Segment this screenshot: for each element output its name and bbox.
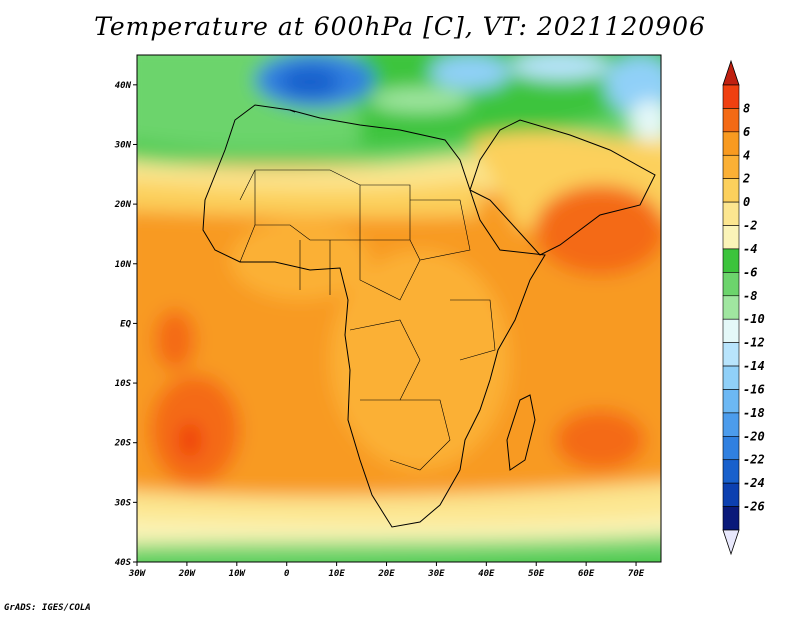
colorbar-box <box>722 436 740 461</box>
lon-tick-label: 0 <box>284 569 290 579</box>
country-borders <box>239 169 496 471</box>
colorbar-label: -6 <box>743 265 757 279</box>
lon-tick-label: 50E <box>528 569 545 579</box>
colorbar-label: -14 <box>743 359 765 373</box>
lon-tick-label: 70E <box>628 569 645 579</box>
colorbar-label: 0 <box>743 195 750 209</box>
colorbar-box <box>722 295 740 320</box>
colorbar-label: -16 <box>743 382 765 396</box>
colorbar-box <box>722 178 740 203</box>
colorbar-label: -20 <box>743 429 765 443</box>
lon-tick-label: 10W <box>229 569 247 579</box>
colorbar-label: -10 <box>743 312 765 326</box>
colorbar-box <box>722 365 740 390</box>
colorbar-box <box>722 248 740 273</box>
colorbar-top-arrow <box>722 59 740 86</box>
lat-tick-label: 40N <box>115 81 132 91</box>
lon-tick-label: 40E <box>478 569 495 579</box>
chart-title: Temperature at 600hPa [C], VT: 202112090… <box>94 12 706 41</box>
colorbar-box <box>722 154 740 179</box>
colorbar-box <box>722 225 740 250</box>
colorbar-label: 8 <box>743 101 750 115</box>
colorbar-label: -24 <box>743 476 765 490</box>
colorbar-label: -12 <box>743 336 765 350</box>
lat-tick-label: EQ <box>120 319 131 329</box>
colorbar-label: -4 <box>743 242 757 256</box>
latitude-axis: 40N 30N 20N 10N EQ 10S 20S 30S 40S <box>114 81 137 568</box>
lon-tick-label: 20W <box>178 569 197 579</box>
colorbar-box <box>722 272 740 297</box>
colorbar-label: -2 <box>743 219 757 233</box>
lon-tick-label: 20E <box>377 569 395 579</box>
lat-tick-label: 10N <box>115 260 132 270</box>
lat-tick-label: 30S <box>114 498 132 508</box>
colorbar-box <box>722 459 740 484</box>
colorbar-label: 6 <box>743 125 750 139</box>
colorbar-box <box>722 131 740 156</box>
longitude-axis: 30W 20W 10W 0 10E 20E 30E 40E 50E 60E 70E <box>128 562 645 579</box>
lat-tick-label: 10S <box>115 379 132 389</box>
colorbar-box <box>722 506 740 531</box>
colorbar-box <box>722 108 740 133</box>
colorbar-label: -18 <box>743 406 765 420</box>
colorbar-bottom-arrow <box>722 529 740 556</box>
credit-label: GrADS: IGES/COLA <box>4 603 91 613</box>
colorbar-label: -26 <box>743 500 765 514</box>
colorbar-label: 4 <box>743 148 750 162</box>
map-frame <box>136 54 662 563</box>
lon-tick-label: 60E <box>578 569 595 579</box>
colorbar-box <box>722 389 740 414</box>
lat-tick-label: 20S <box>114 439 132 449</box>
colorbar-label: 2 <box>742 172 750 186</box>
lat-tick-label: 30N <box>114 140 132 150</box>
coastlines <box>202 104 656 528</box>
colorbar-box <box>722 412 740 437</box>
colorbar-box <box>722 201 740 226</box>
lat-tick-label: 40S <box>115 558 132 568</box>
lon-tick-label: 10E <box>328 569 345 579</box>
lon-tick-label: 30E <box>427 569 445 579</box>
colorbar-box <box>722 84 740 109</box>
colorbar: 8 6 4 2 0 -2 -4 -6 -8 -10 -12 -14 -16 -18 -20 -22 -24 -26 <box>722 59 765 556</box>
colorbar-label: -22 <box>743 453 765 467</box>
lat-tick-label: 20N <box>114 200 132 210</box>
colorbar-box <box>722 318 740 343</box>
lon-tick-label: 30W <box>128 569 147 579</box>
colorbar-box <box>722 482 740 507</box>
colorbar-box <box>722 342 740 367</box>
colorbar-label: -8 <box>743 289 757 303</box>
